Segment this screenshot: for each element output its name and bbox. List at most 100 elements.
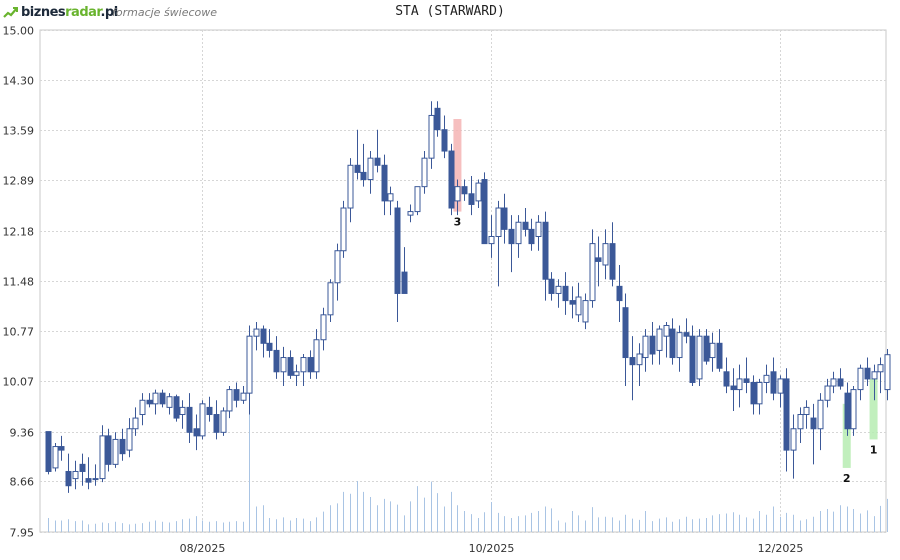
candle-bullish [327, 282, 334, 316]
pattern-highlight [842, 403, 851, 468]
candle-bearish [569, 300, 576, 305]
candle-bearish [837, 378, 844, 387]
candle-bearish [360, 171, 367, 181]
y-tick-label: 9.36 [10, 427, 35, 440]
candle-bullish [126, 428, 133, 451]
candle-bearish [213, 414, 220, 433]
axes: 15.00 14.30 13.59 12.89 12.18 11.48 10.77 10.07… [3, 25, 804, 556]
candle-bearish [233, 389, 240, 401]
candle-bullish [99, 435, 106, 480]
candle-bullish [152, 392, 159, 405]
y-tick-label: 11.48 [3, 276, 35, 289]
candle-bearish [508, 228, 515, 245]
candle-bearish [105, 435, 112, 465]
candle-bearish [119, 438, 126, 455]
candle-bullish [602, 243, 609, 266]
candle-bearish [528, 228, 535, 245]
candle-bullish [797, 414, 804, 430]
candle-bearish [810, 417, 817, 430]
candle-bearish [723, 371, 730, 387]
candle-bullish [454, 186, 461, 202]
candle-bullish [421, 157, 428, 188]
candles [45, 101, 891, 493]
candle-bullish [72, 470, 79, 480]
candle-bearish [750, 381, 757, 405]
brand-name: biznesradar.pl [21, 5, 118, 20]
candle-bearish [266, 342, 273, 351]
candle-bullish [696, 335, 703, 380]
candle-bearish [45, 431, 52, 472]
y-tick-label: 12.89 [3, 175, 35, 188]
candle-bullish [535, 221, 542, 237]
candle-bearish [844, 392, 851, 430]
candle-bullish [830, 378, 837, 387]
candle-bearish [193, 428, 200, 437]
candle-bearish [730, 385, 737, 391]
candle-bullish [555, 285, 562, 294]
candle-bullish [676, 332, 683, 359]
candle-bullish [709, 342, 716, 359]
candle-bullish [112, 438, 119, 465]
candle-bearish [622, 307, 629, 359]
page-subtitle: formacje świecowe [112, 6, 218, 19]
candle-bearish [501, 207, 508, 230]
candle-bearish [394, 207, 401, 294]
brand-part-2: radar [65, 4, 101, 20]
candle-bullish [367, 157, 374, 181]
candle-bullish [313, 339, 320, 373]
y-tick-label: 13.59 [3, 125, 35, 138]
candle-bullish [246, 335, 253, 394]
candle-bearish [146, 399, 153, 405]
candle-bullish [515, 221, 522, 245]
candle-bullish [871, 371, 878, 380]
candle-bearish [260, 328, 267, 344]
candle-bullish [92, 478, 99, 481]
candle-bearish [79, 463, 86, 472]
candle-bullish [884, 354, 891, 391]
candle-bullish [636, 353, 643, 366]
candle-bullish [857, 367, 864, 391]
candle-bearish [609, 243, 616, 280]
candle-bearish [58, 446, 65, 451]
candle-bullish [777, 378, 784, 394]
candle-bullish [226, 389, 233, 412]
candle-bearish [381, 164, 388, 202]
candle-bearish [441, 129, 448, 152]
candle-bullish [817, 399, 824, 430]
candle-bearish [669, 328, 676, 359]
candle-bearish [683, 332, 690, 337]
grid-lines [39, 29, 887, 533]
candle-bearish [206, 406, 213, 416]
x-tick-label: 12/2025 [758, 542, 804, 555]
candle-bullish [790, 428, 797, 451]
y-tick-label: 15.00 [3, 25, 35, 38]
candle-bearish [703, 335, 710, 362]
candle-bullish [293, 371, 300, 376]
candle-bearish [461, 186, 468, 195]
candle-bearish [273, 349, 280, 373]
candle-bullish [763, 374, 770, 383]
candle-bearish [595, 257, 602, 262]
pattern-label: 3 [454, 216, 462, 229]
candle-bearish [629, 357, 636, 366]
brand-part-3: .pl [100, 4, 118, 20]
candle-bullish [179, 406, 186, 416]
candle-bearish [448, 150, 455, 209]
candle-bullish [663, 325, 670, 337]
candle-bearish [548, 278, 555, 294]
pattern-highlights [453, 119, 878, 468]
candle-bullish [475, 182, 482, 202]
candle-bullish [280, 357, 287, 373]
candle-bearish [649, 335, 656, 355]
pattern-label: 2 [843, 472, 851, 485]
brand-logo[interactable]: biznesradar.pl [3, 3, 118, 21]
candle-bullish [414, 186, 421, 213]
volume-bars [48, 402, 888, 532]
candle-bearish [434, 107, 441, 131]
candle-bullish [756, 381, 763, 405]
candle-bullish [52, 446, 59, 469]
candle-bullish [199, 403, 206, 437]
candle-bullish [334, 250, 341, 284]
plot-area [39, 29, 887, 533]
